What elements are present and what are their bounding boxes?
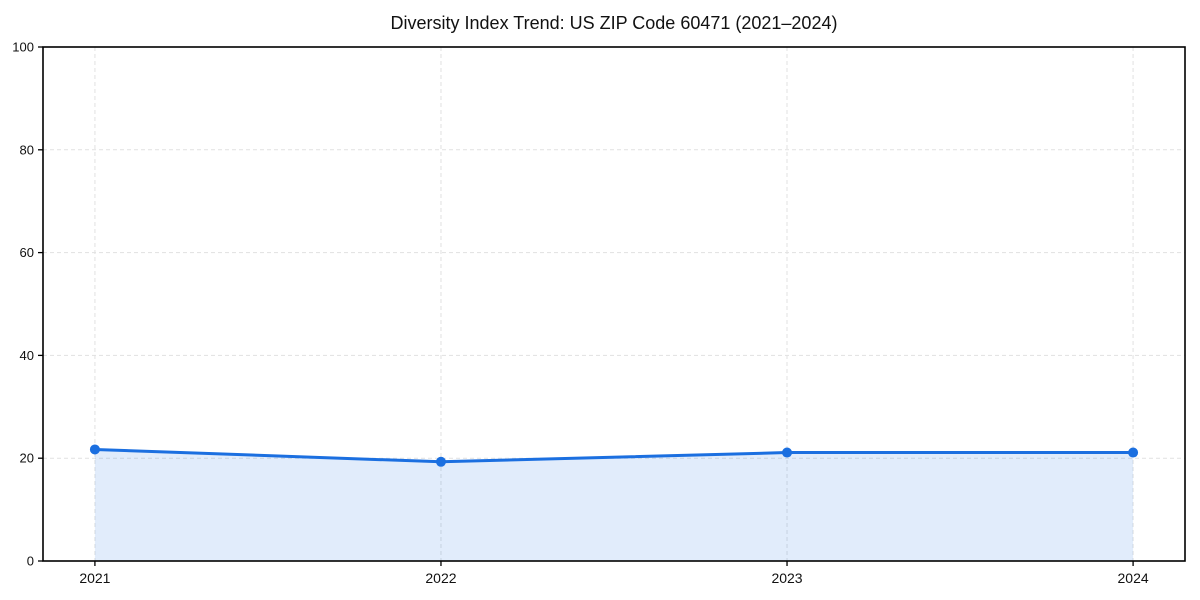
x-tick-label: 2024 <box>1118 570 1149 586</box>
data-point-2021 <box>89 444 100 455</box>
plot-border <box>42 46 1186 562</box>
area-fill <box>94 449 1134 561</box>
trend-line <box>93 447 1135 464</box>
x-tick-label: 2022 <box>425 570 456 586</box>
y-tick-label: 100 <box>12 40 34 55</box>
data-point-2023 <box>782 447 793 458</box>
data-point-2022 <box>435 456 446 467</box>
x-tick-label: 2023 <box>771 570 802 586</box>
data-point-2024 <box>1128 447 1139 458</box>
y-tick-label: 20 <box>20 451 34 466</box>
chart-title: Diversity Index Trend: US ZIP Code 60471… <box>390 13 838 33</box>
y-tick-label: 80 <box>20 142 34 157</box>
y-tick-label: 60 <box>20 245 34 260</box>
y-tick-label: 40 <box>20 348 34 363</box>
x-tick-label: 2021 <box>79 570 110 586</box>
y-tick-label: 0 <box>27 554 34 569</box>
